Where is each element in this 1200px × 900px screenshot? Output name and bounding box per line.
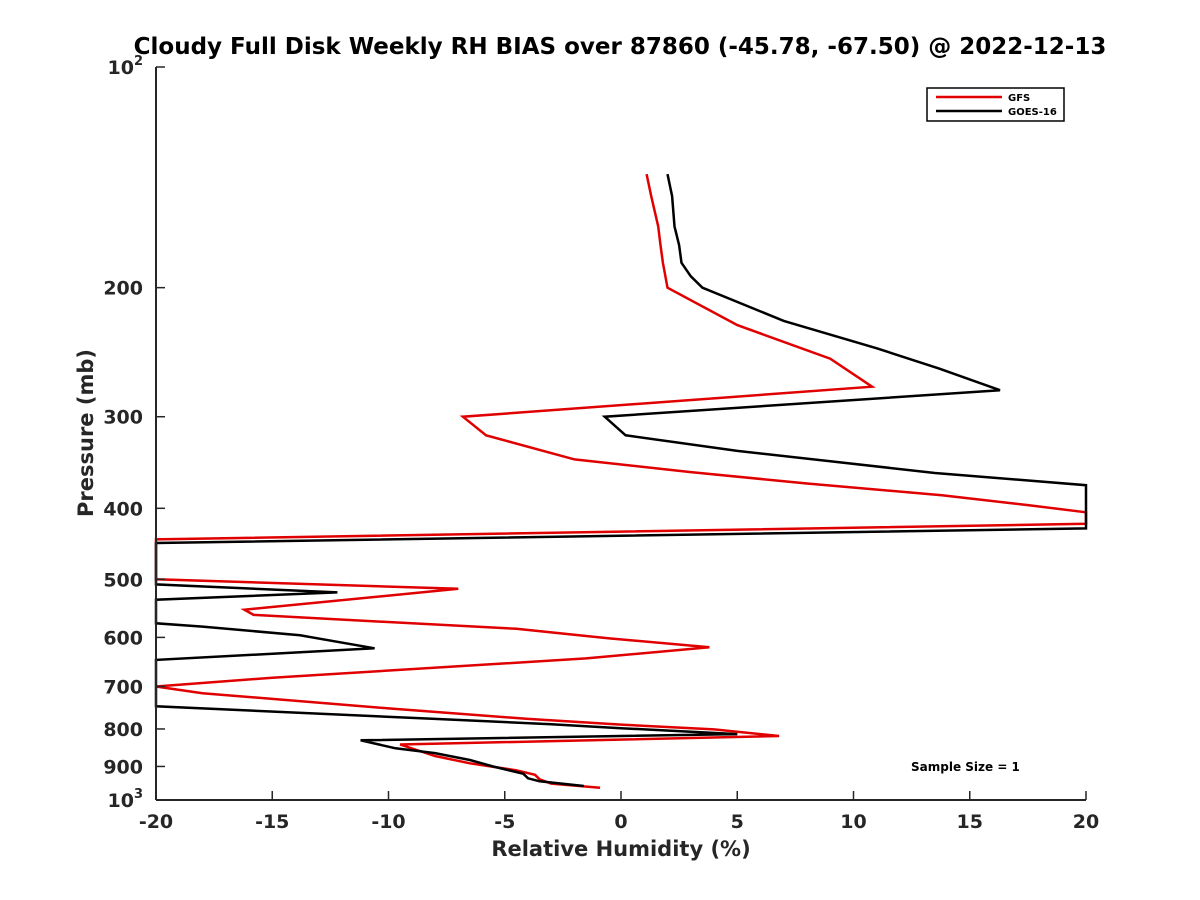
x-axis-ticks: -20 -15 -10 -5 0 5 10 15 20: [139, 791, 1099, 833]
x-axis-label: Relative Humidity (%): [491, 837, 750, 861]
x-tick-label: 15: [957, 811, 983, 833]
plot-area: [156, 67, 1086, 800]
legend-label-goes16: GOES-16: [1008, 107, 1057, 118]
sample-size-annotation: Sample Size = 1: [911, 760, 1020, 774]
x-tick-label: -5: [494, 811, 515, 833]
legend-label-gfs: GFS: [1008, 93, 1030, 104]
series-layer: [154, 173, 1088, 789]
x-tick-label: 5: [731, 811, 744, 833]
series-line-gfs: [154, 173, 1088, 789]
y-axis-ticks: 102 200 300 400 500 600 700 800 900 103: [103, 54, 165, 812]
y-tick-label: 600: [103, 627, 143, 649]
y-tick-label: 800: [103, 719, 143, 741]
y-tick-label: 500: [103, 569, 143, 591]
y-tick-label: 400: [103, 498, 143, 520]
x-tick-label: -10: [371, 811, 405, 833]
chart-title: Cloudy Full Disk Weekly RH BIAS over 878…: [134, 34, 1107, 60]
legend-box: [926, 87, 1065, 122]
y-tick-label: 300: [103, 407, 143, 429]
y-tick-label: 900: [103, 756, 143, 778]
y-tick-label: 200: [103, 278, 143, 300]
y-tick-label: 103: [108, 787, 144, 812]
x-tick-label: 20: [1073, 811, 1099, 833]
series-line-goes-16: [154, 173, 1088, 788]
x-tick-label: -20: [139, 811, 173, 833]
y-tick-label: 102: [108, 54, 144, 79]
x-tick-label: 0: [614, 811, 627, 833]
legend: GFS GOES-16: [926, 87, 1065, 122]
y-axis-label: Pressure (mb): [74, 349, 98, 517]
x-tick-label: 10: [840, 811, 866, 833]
x-tick-label: -15: [255, 811, 289, 833]
y-tick-label: 700: [103, 676, 143, 698]
